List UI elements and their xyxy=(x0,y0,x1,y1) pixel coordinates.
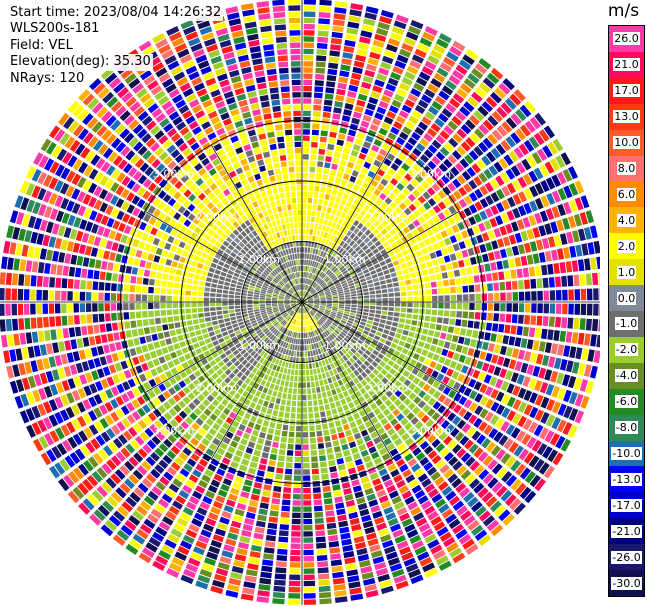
azimuth-line xyxy=(301,210,460,303)
range-ring-label: 2.00km xyxy=(367,210,409,223)
azimuth-line xyxy=(144,301,303,394)
colorbar-tick-label: 0.0 xyxy=(609,291,644,305)
azimuth-line xyxy=(210,301,303,460)
colorbar-tick-label: -4.0 xyxy=(609,369,644,383)
azimuth-line xyxy=(210,144,303,303)
colorbar-tick-text: -17.0 xyxy=(611,498,642,512)
range-ring-label: 3.00km xyxy=(410,168,452,181)
colorbar: m/s 26.0 21.0 17.0 13.0 10.0 8.0 6.0 4.0 2.0 1.0 0… xyxy=(600,0,647,607)
colorbar-tick-text: 6.0 xyxy=(616,187,637,201)
colorbar-tick-label: -6.0 xyxy=(609,395,644,409)
colorbar-tick-label: -26.0 xyxy=(609,550,644,564)
colorbar-tick-label: -10.0 xyxy=(609,447,644,460)
velocity-bin-group xyxy=(25,17,592,580)
colorbar-tick-text: -4.0 xyxy=(614,369,639,383)
colorbar-tick-label: 8.0 xyxy=(609,162,644,175)
nrays-label: NRays: 120 xyxy=(8,70,87,88)
colorbar-tick-text: 8.0 xyxy=(616,162,637,175)
colorbar-tick-text: 13.0 xyxy=(613,110,640,124)
colorbar-unit-label: m/s xyxy=(607,1,640,21)
azimuth-line xyxy=(301,301,460,394)
range-ring-label: 2.00km xyxy=(367,382,409,395)
colorbar-tick-label: 4.0 xyxy=(609,213,644,227)
colorbar-tick-label: -17.0 xyxy=(609,498,644,512)
colorbar-tick-label: -2.0 xyxy=(609,343,644,357)
colorbar-tick-label: -8.0 xyxy=(609,421,644,435)
colorbar-tick-text: -8.0 xyxy=(614,421,639,435)
range-ring-labels: 1.00km 1.00km 1.00km 1.00km 2.00km 2.00km 2.00… xyxy=(153,168,451,438)
colorbar-tick-label: 2.0 xyxy=(609,239,644,253)
colorbar-tick-label: 26.0 xyxy=(609,32,644,46)
colorbar-tick-label: 1.0 xyxy=(609,265,644,279)
azimuth-line xyxy=(301,144,394,303)
range-ring-label: 1.00km xyxy=(238,339,280,352)
range-ring-label: 1.00km xyxy=(324,339,366,352)
colorbar-tick-text: -13.0 xyxy=(611,472,642,486)
colorbar-tick-label: -30.0 xyxy=(609,576,644,590)
colorbar-tick-text: 1.0 xyxy=(616,265,637,279)
colorbar-tick-label: 10.0 xyxy=(609,136,644,150)
colorbar-tick-label: -21.0 xyxy=(609,524,644,538)
colorbar-tick-text: -21.0 xyxy=(611,524,642,538)
colorbar-scale: 26.0 21.0 17.0 13.0 10.0 8.0 6.0 4.0 2.0 1.0 0.0 -1… xyxy=(608,25,645,597)
range-ring-label: 1.00km xyxy=(324,253,366,266)
colorbar-tick-text: 10.0 xyxy=(613,136,640,150)
scan-info: Start time: 2023/08/04 14:26:32 WLS200s-… xyxy=(8,5,224,88)
azimuth-line xyxy=(301,301,394,460)
instrument-label: WLS200s-181 xyxy=(8,21,102,38)
colorbar-tick-label: 6.0 xyxy=(609,187,644,201)
colorbar-tick-text: -1.0 xyxy=(614,317,639,331)
range-ring-label: 3.00km xyxy=(410,424,452,437)
colorbar-tick-label: 17.0 xyxy=(609,84,644,98)
polar-grid xyxy=(0,0,605,605)
colorbar-tick-text: 21.0 xyxy=(613,58,640,72)
colorbar-tick-text: 4.0 xyxy=(616,213,637,227)
start-time-label: Start time: 2023/08/04 14:26:32 xyxy=(8,5,224,22)
field-label: Field: VEL xyxy=(8,37,75,55)
colorbar-tick-label: -1.0 xyxy=(609,317,644,331)
range-ring-label: 3.00km xyxy=(153,168,195,181)
range-ring-label: 2.00km xyxy=(196,382,238,395)
colorbar-tick-text: -26.0 xyxy=(611,550,642,564)
colorbar-tick-text: 26.0 xyxy=(613,32,640,46)
colorbar-tick-label: 21.0 xyxy=(609,58,644,72)
elevation-label: Elevation(deg): 35.30 xyxy=(8,54,153,71)
colorbar-tick-text: 2.0 xyxy=(616,239,637,253)
colorbar-tick-text: -10.0 xyxy=(611,447,642,460)
range-ring-label: 1.00km xyxy=(238,253,280,266)
azimuth-line xyxy=(144,210,303,303)
velocity-bin-group xyxy=(27,21,583,605)
range-ring-label: 2.00km xyxy=(196,210,238,223)
colorbar-tick-text: -6.0 xyxy=(614,395,639,409)
colorbar-tick-text: -2.0 xyxy=(614,343,639,357)
colorbar-tick-text: 17.0 xyxy=(613,84,640,98)
colorbar-tick-label: -13.0 xyxy=(609,472,644,486)
colorbar-tick-label: 13.0 xyxy=(609,110,644,124)
colorbar-tick-text: -30.0 xyxy=(611,576,642,590)
colorbar-tick-text: 0.0 xyxy=(616,291,637,305)
range-ring-label: 3.00km xyxy=(153,424,195,437)
